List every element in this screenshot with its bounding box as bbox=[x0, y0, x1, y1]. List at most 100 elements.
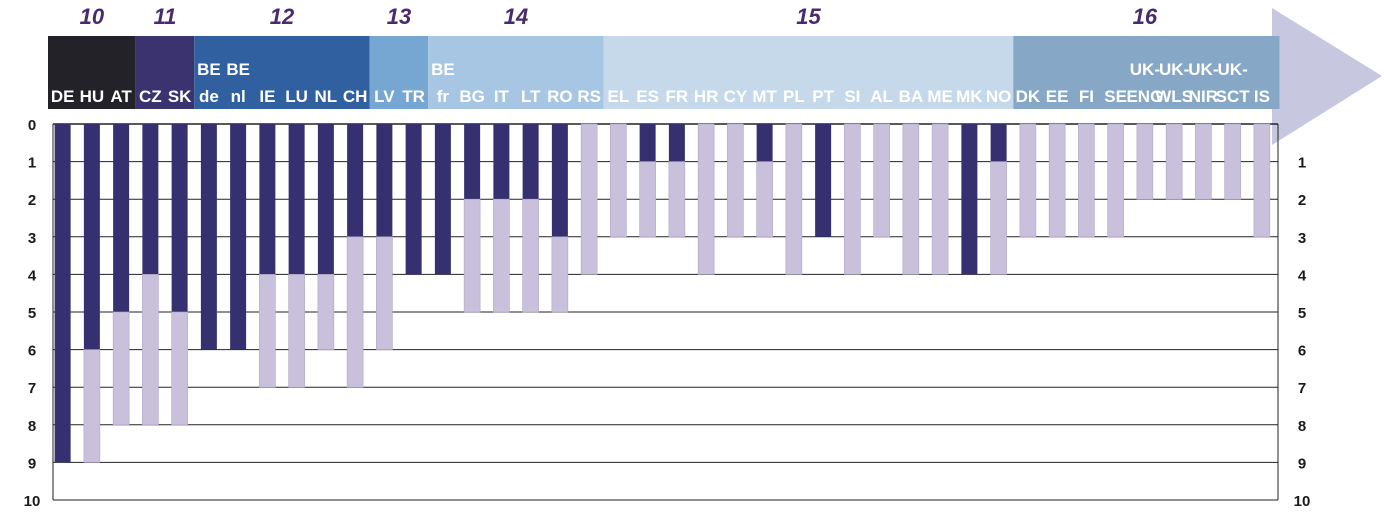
bar-primary bbox=[464, 124, 481, 200]
bar-secondary bbox=[1165, 123, 1183, 200]
bar-secondary bbox=[1224, 123, 1241, 200]
bar-secondary bbox=[346, 236, 364, 388]
bar-secondary bbox=[873, 123, 890, 238]
bar-primary bbox=[317, 124, 334, 275]
country-label: NO bbox=[986, 87, 1012, 106]
country-label: SCT bbox=[1216, 87, 1251, 106]
bar-primary bbox=[434, 124, 451, 275]
country-label: UK- bbox=[1159, 60, 1189, 79]
country-label: HR bbox=[694, 87, 719, 106]
y-tick-label-left: 9 bbox=[28, 455, 36, 472]
country-label: RO bbox=[547, 87, 573, 106]
country-label: BE bbox=[226, 60, 250, 79]
country-labels: DE HU AT CZ SK BE de BE nl IE LU NL CH LV TR BE fr BG IT LT… bbox=[51, 60, 1270, 106]
y-tick-label-right: 1 bbox=[1298, 155, 1306, 172]
bar-primary bbox=[551, 124, 568, 237]
bar-primary bbox=[639, 124, 656, 162]
country-label: BA bbox=[899, 87, 924, 106]
y-tick-label-right: 6 bbox=[1298, 343, 1306, 360]
age-labels: 10 11 12 13 14 15 16 bbox=[80, 4, 1158, 29]
bar-secondary bbox=[142, 274, 159, 426]
arrow-layer bbox=[1272, 8, 1382, 145]
country-label: SK bbox=[168, 87, 192, 106]
bar-secondary bbox=[1195, 123, 1212, 200]
age-label: 13 bbox=[387, 4, 411, 29]
country-label: BE bbox=[431, 60, 455, 79]
country-label: NL bbox=[315, 87, 338, 106]
bar-secondary bbox=[1253, 123, 1271, 238]
bar-primary bbox=[493, 124, 510, 200]
country-label: nl bbox=[231, 87, 246, 106]
country-label: UK- bbox=[1218, 60, 1248, 79]
arrow-head bbox=[1272, 8, 1382, 145]
country-label: RS bbox=[577, 87, 601, 106]
bar-primary bbox=[142, 124, 159, 275]
y-tick-label-left: 0 bbox=[28, 117, 36, 134]
bars bbox=[54, 123, 1271, 463]
country-label: PL bbox=[783, 87, 805, 106]
bar-secondary bbox=[259, 274, 276, 388]
y-tick-label-left: 5 bbox=[28, 305, 36, 322]
y-tick-label-left: 3 bbox=[28, 230, 36, 247]
age-label: 16 bbox=[1133, 4, 1158, 29]
bar-secondary bbox=[697, 123, 715, 275]
bar-secondary bbox=[83, 349, 101, 463]
age-label: 12 bbox=[270, 4, 295, 29]
y-tick-label-right: 2 bbox=[1298, 192, 1306, 209]
country-label: CZ bbox=[139, 87, 162, 106]
country-label: CY bbox=[724, 87, 748, 106]
bar-primary bbox=[347, 124, 364, 237]
bar-secondary bbox=[317, 274, 335, 350]
country-label: AT bbox=[110, 87, 132, 106]
country-label: IT bbox=[494, 87, 510, 106]
y-axis-ticks: 0 1 1 2 2 3 3 4 4 5 5 6 6 7 7 8 8 9 9 10 10 bbox=[24, 117, 1311, 510]
country-label: LT bbox=[521, 87, 541, 106]
bar-secondary bbox=[522, 198, 539, 313]
bar-primary bbox=[376, 124, 393, 237]
country-label: ME bbox=[927, 87, 953, 106]
y-tick-label-right: 5 bbox=[1298, 305, 1306, 322]
country-label: HU bbox=[80, 87, 105, 106]
bar-primary bbox=[54, 124, 71, 463]
bar-secondary bbox=[610, 123, 627, 238]
bar-secondary bbox=[639, 161, 656, 238]
country-label: FR bbox=[666, 87, 689, 106]
country-label: BG bbox=[459, 87, 485, 106]
country-label: LV bbox=[374, 87, 395, 106]
country-label: UK- bbox=[1188, 60, 1218, 79]
bar-secondary bbox=[785, 123, 803, 275]
age-label: 10 bbox=[80, 4, 105, 29]
y-tick-label-right: 9 bbox=[1298, 455, 1306, 472]
bar-secondary bbox=[668, 161, 686, 238]
y-tick-label-right: 8 bbox=[1298, 418, 1306, 435]
header-band bbox=[48, 36, 1280, 109]
bar-primary bbox=[756, 124, 773, 162]
header-band-age-13 bbox=[369, 36, 429, 109]
age-label: 15 bbox=[796, 4, 821, 29]
bar-secondary bbox=[1107, 123, 1124, 238]
country-label: ES bbox=[636, 87, 659, 106]
country-label: AL bbox=[870, 87, 893, 106]
bar-primary bbox=[990, 124, 1007, 162]
header-band-age-10 bbox=[48, 36, 136, 109]
bar-secondary bbox=[902, 123, 920, 275]
y-tick-label-left: 10 bbox=[24, 493, 41, 510]
header-band-age-11 bbox=[135, 36, 195, 109]
country-label: FI bbox=[1079, 87, 1094, 106]
country-label: MT bbox=[752, 87, 777, 106]
country-label: ENG bbox=[1126, 87, 1163, 106]
bar-secondary bbox=[463, 198, 481, 313]
bar-secondary bbox=[756, 161, 773, 238]
country-label: IS bbox=[1254, 87, 1270, 106]
bar-secondary bbox=[844, 123, 861, 275]
bar-primary bbox=[171, 124, 188, 312]
country-label: DE bbox=[51, 87, 75, 106]
country-label: MK bbox=[956, 87, 983, 106]
bar-secondary bbox=[1078, 123, 1095, 238]
bar-primary bbox=[522, 124, 539, 200]
country-label: BE bbox=[197, 60, 221, 79]
country-label: CH bbox=[343, 87, 368, 106]
y-tick-label-left: 1 bbox=[28, 155, 36, 172]
country-label: WLS bbox=[1155, 87, 1193, 106]
age-label: 14 bbox=[504, 4, 528, 29]
